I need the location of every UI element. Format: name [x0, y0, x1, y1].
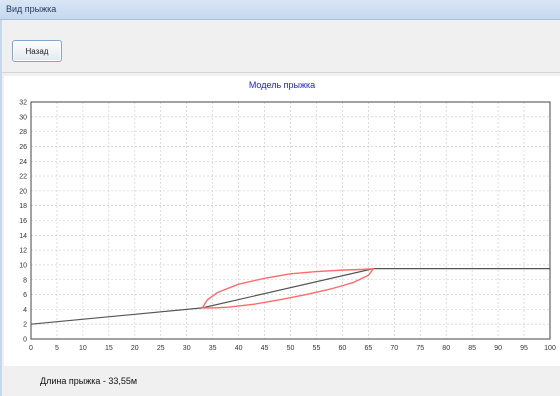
x-tick-label: 35	[209, 345, 217, 352]
x-tick-label: 40	[235, 345, 243, 352]
jump-chart: 0 5 10 15 20 25 30 35 40 45 50 55 60 65 70 75 80 85 90 95 10…	[19, 100, 556, 353]
y-tick-label: 30	[19, 114, 27, 121]
plot-frame	[30, 101, 551, 340]
toolbar-separator	[2, 72, 560, 73]
y-tick-label: 2	[23, 322, 27, 329]
y-tick-label: 0	[23, 337, 27, 344]
y-tick-label: 8	[23, 277, 27, 284]
x-tick-label: 25	[157, 345, 165, 352]
back-button[interactable]: Назад	[12, 40, 62, 62]
x-tick-label: 20	[131, 345, 139, 352]
x-tick-label: 95	[520, 345, 528, 352]
window-titlebar: Вид прыжка	[0, 0, 560, 20]
x-tick-label: 90	[494, 345, 502, 352]
x-tick-label: 60	[339, 345, 347, 352]
jump-length-label: Длина прыжка - 33,55м	[40, 376, 138, 386]
chart-title: Модель прыжка	[248, 80, 316, 90]
y-tick-label: 16	[19, 218, 27, 225]
x-tick-label: 30	[183, 345, 191, 352]
window-title: Вид прыжка	[6, 4, 57, 14]
y-tick-label: 4	[23, 307, 27, 314]
x-tick-label: 50	[287, 345, 295, 352]
y-tick-label: 22	[19, 174, 27, 181]
x-tick-label: 70	[390, 345, 398, 352]
y-tick-label: 28	[19, 129, 27, 136]
x-tick-label: 5	[55, 345, 59, 352]
x-tick-label: 55	[313, 345, 321, 352]
flight-series-line	[201, 267, 375, 309]
y-tick-label: 10	[19, 262, 27, 269]
y-tick-label: 12	[19, 248, 27, 255]
x-tick-label: 10	[79, 345, 87, 352]
y-tick-label: 6	[23, 292, 27, 299]
x-tick-label: 100	[544, 345, 556, 352]
y-tick-label: 18	[19, 203, 27, 210]
y-tick-label: 14	[19, 233, 27, 240]
y-tick-label: 26	[19, 144, 27, 151]
x-tick-label: 65	[364, 345, 372, 352]
x-tick-label: 75	[416, 345, 424, 352]
x-tick-label: 80	[442, 345, 450, 352]
y-tick-label: 20	[19, 188, 27, 195]
window-border	[0, 20, 2, 396]
x-tick-label: 85	[468, 345, 476, 352]
track-series-line	[30, 268, 550, 325]
x-tick-label: 0	[29, 345, 33, 352]
x-tick-label: 15	[105, 345, 113, 352]
y-tick-label: 32	[19, 100, 27, 107]
y-tick-label: 24	[19, 159, 27, 166]
x-tick-label: 45	[261, 345, 269, 352]
chart-panel: Модель прыжка 0 5 10 15 20 25 30 35 40 45 50 55 60 65…	[4, 76, 560, 366]
